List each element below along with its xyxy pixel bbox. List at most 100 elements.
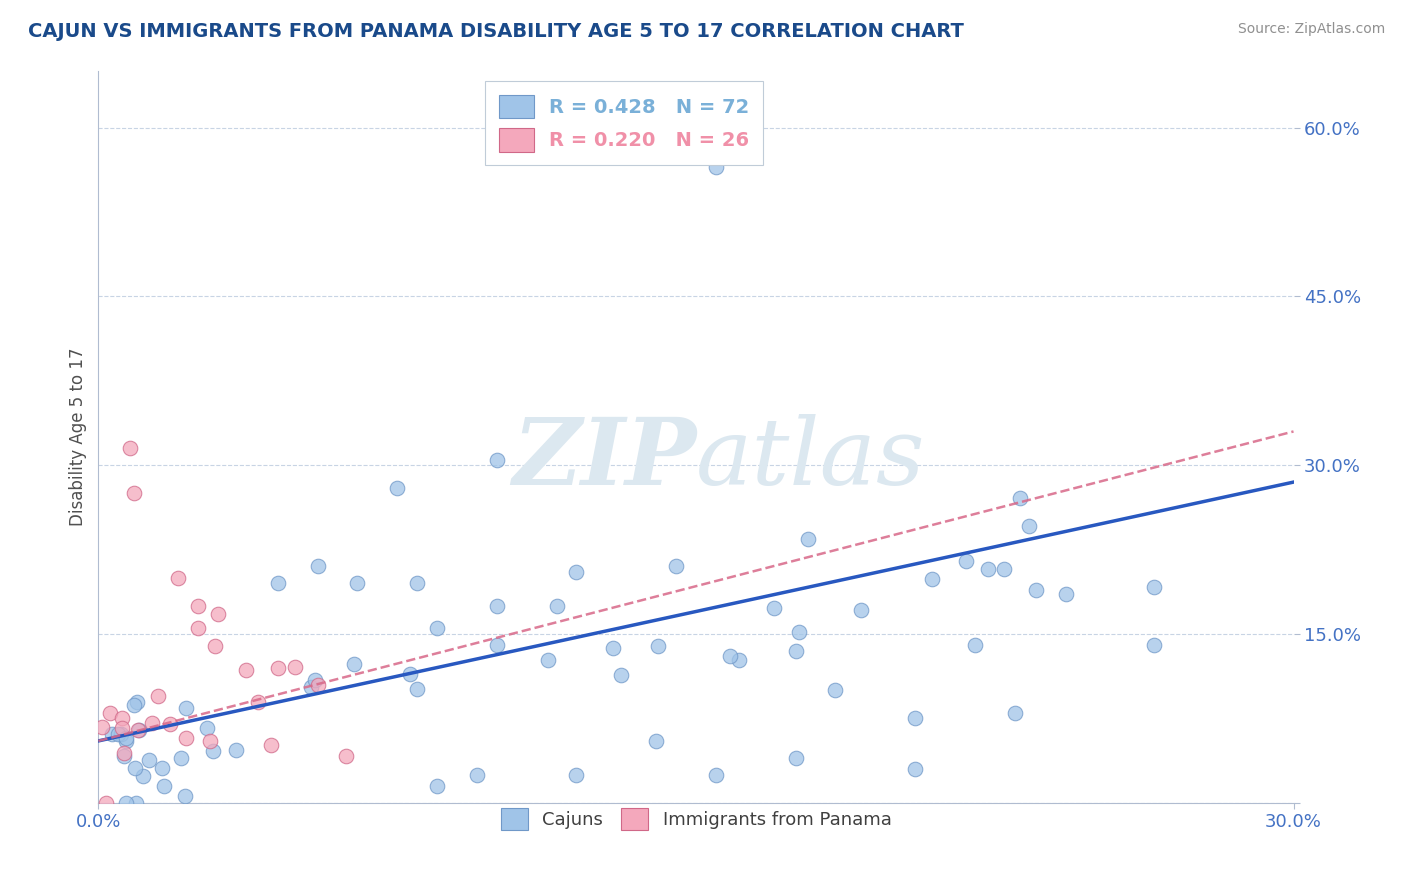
- Point: [426, 779, 449, 793]
- Point: [187, 621, 209, 635]
- Point: [546, 599, 568, 613]
- Text: atlas: atlas: [696, 414, 925, 504]
- Point: [904, 711, 927, 725]
- Point: [124, 761, 146, 775]
- Point: [299, 680, 322, 694]
- Point: [148, 689, 170, 703]
- Point: [824, 683, 846, 698]
- Legend: Cajuns, Immigrants from Panama: Cajuns, Immigrants from Panama: [494, 801, 898, 838]
- Point: [174, 789, 197, 803]
- Point: [187, 599, 209, 613]
- Point: [1054, 587, 1077, 601]
- Point: [1143, 638, 1166, 652]
- Point: [283, 660, 305, 674]
- Point: [647, 639, 669, 653]
- Point: [602, 640, 624, 655]
- Point: [259, 738, 281, 752]
- Point: [485, 599, 508, 613]
- Point: [128, 723, 150, 737]
- Point: [98, 706, 122, 720]
- Point: [904, 762, 927, 776]
- Point: [565, 767, 588, 781]
- Point: [110, 727, 132, 741]
- Point: [335, 749, 357, 764]
- Point: [718, 649, 741, 664]
- Point: [304, 673, 326, 687]
- Point: [267, 576, 290, 591]
- Point: [131, 769, 153, 783]
- Point: [101, 727, 124, 741]
- Point: [1004, 706, 1026, 720]
- Point: [610, 668, 633, 682]
- Point: [405, 681, 427, 696]
- Point: [204, 640, 226, 654]
- Point: [785, 644, 807, 658]
- Point: [115, 731, 138, 745]
- Point: [993, 562, 1015, 576]
- Point: [207, 607, 229, 621]
- Point: [94, 796, 117, 810]
- Point: [235, 663, 257, 677]
- Point: [796, 532, 818, 546]
- Point: [174, 731, 197, 745]
- Point: [127, 723, 149, 737]
- Point: [159, 717, 181, 731]
- Point: [406, 576, 429, 591]
- Point: [201, 744, 224, 758]
- Point: [426, 621, 449, 635]
- Point: [246, 694, 269, 708]
- Point: [127, 695, 149, 709]
- Point: [728, 653, 751, 667]
- Point: [107, 727, 129, 741]
- Point: [111, 722, 134, 736]
- Point: [645, 734, 668, 748]
- Point: [665, 559, 688, 574]
- Point: [198, 734, 221, 748]
- Point: [225, 743, 247, 757]
- Point: [955, 554, 977, 568]
- Point: [343, 657, 366, 671]
- Point: [385, 481, 409, 495]
- Text: ZIP: ZIP: [512, 414, 696, 504]
- Point: [537, 653, 560, 667]
- Point: [307, 559, 329, 574]
- Point: [174, 700, 197, 714]
- Point: [124, 486, 146, 500]
- Point: [1025, 582, 1047, 597]
- Y-axis label: Disability Age 5 to 17: Disability Age 5 to 17: [69, 348, 87, 526]
- Point: [170, 750, 193, 764]
- Point: [1018, 519, 1040, 533]
- Point: [977, 562, 1000, 576]
- Point: [120, 442, 142, 456]
- Point: [307, 678, 329, 692]
- Point: [785, 751, 807, 765]
- Point: [485, 638, 508, 652]
- Point: [141, 716, 163, 731]
- Point: [565, 565, 588, 579]
- Point: [485, 452, 508, 467]
- Point: [704, 160, 727, 174]
- Point: [1142, 580, 1164, 594]
- Point: [167, 571, 190, 585]
- Point: [114, 749, 136, 764]
- Point: [112, 746, 135, 760]
- Point: [153, 780, 176, 794]
- Point: [346, 576, 368, 591]
- Point: [399, 667, 422, 681]
- Point: [195, 721, 218, 735]
- Point: [115, 796, 138, 810]
- Point: [152, 761, 174, 775]
- Point: [124, 698, 146, 713]
- Point: [849, 603, 872, 617]
- Point: [704, 767, 727, 781]
- Point: [963, 638, 986, 652]
- Point: [125, 796, 148, 810]
- Point: [921, 573, 943, 587]
- Point: [789, 625, 811, 640]
- Point: [111, 711, 134, 725]
- Point: [90, 720, 112, 734]
- Point: [762, 601, 785, 615]
- Point: [465, 767, 488, 781]
- Text: Source: ZipAtlas.com: Source: ZipAtlas.com: [1237, 22, 1385, 37]
- Point: [267, 661, 290, 675]
